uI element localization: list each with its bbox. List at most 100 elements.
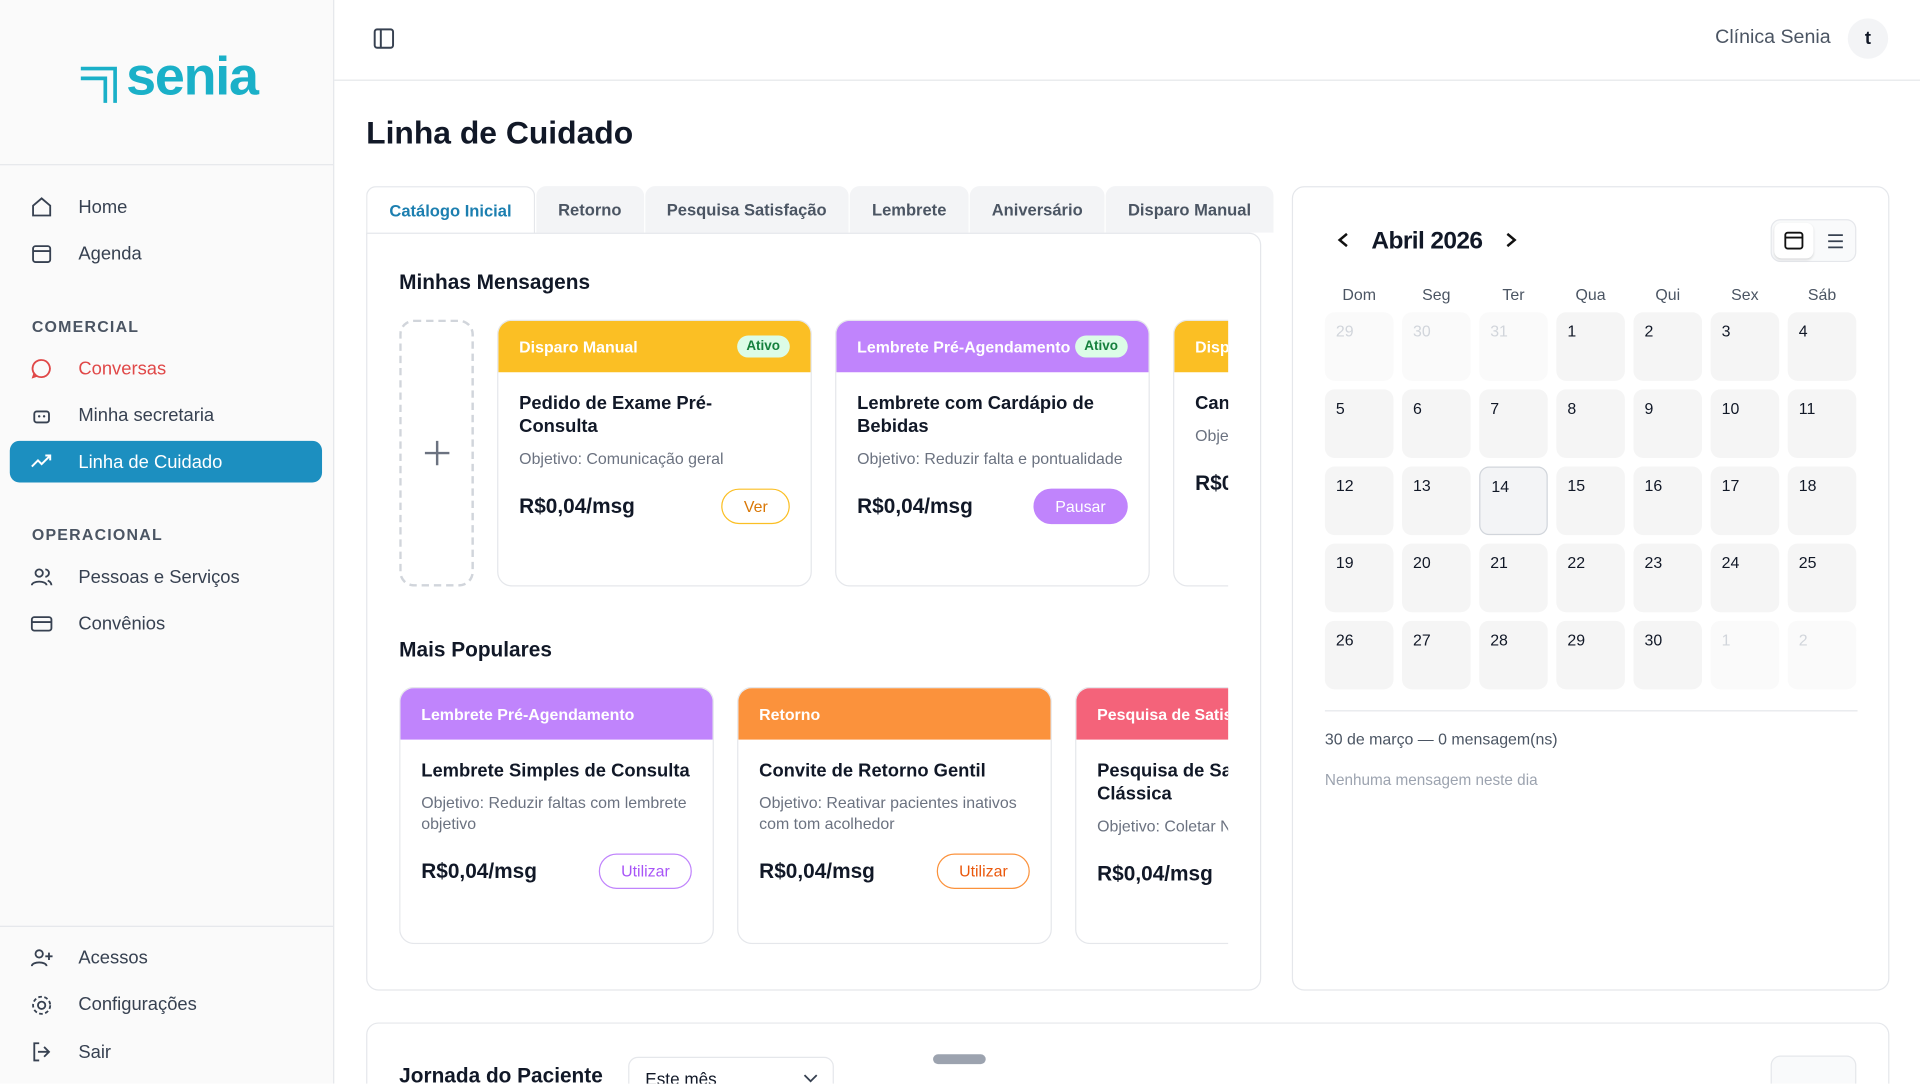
day-cell[interactable]: 6 [1402, 389, 1471, 458]
nav-label: Minha secretaria [78, 404, 215, 426]
selected-summary: 30 de março — 0 mensagem(ns) [1324, 729, 1558, 749]
next-month[interactable] [1504, 231, 1519, 248]
card-header: Lembrete Pré-Agendamento Ativo [836, 320, 1149, 373]
tab[interactable]: Aniversário [969, 186, 1105, 233]
day-cell[interactable]: 10 [1710, 389, 1780, 458]
card-action[interactable]: Pausar [1033, 488, 1128, 525]
card-price: R$0,04/msg [1097, 861, 1213, 885]
card-header: Retorno [738, 688, 1051, 740]
day-cell[interactable]: 14 [1479, 466, 1548, 536]
page-title: Linha de Cuidado [366, 113, 634, 151]
day-cell[interactable]: 16 [1633, 466, 1703, 536]
nav-item[interactable]: Sair [10, 1031, 322, 1073]
section-title: Minhas Mensagens [399, 270, 591, 294]
nav-item[interactable]: Configurações [10, 984, 322, 1026]
weekday: Sex [1731, 285, 1759, 304]
tab[interactable]: Retorno [536, 186, 644, 233]
divider [0, 164, 334, 166]
day-cell[interactable]: 29 [1324, 312, 1394, 381]
list-view[interactable] [1816, 223, 1853, 259]
day-cell[interactable]: 7 [1479, 389, 1548, 458]
nav-item[interactable]: Agenda [10, 233, 322, 275]
card-price: R$0,04/msg [421, 858, 537, 883]
add-message[interactable] [399, 319, 474, 587]
day-cell[interactable]: 18 [1787, 466, 1857, 536]
nav-item[interactable]: Linha de Cuidado [9, 440, 323, 483]
day-cell[interactable]: 1 [1556, 312, 1625, 381]
nav-item[interactable]: Conversas [10, 348, 322, 390]
day-cell[interactable]: 20 [1402, 543, 1471, 613]
tab[interactable]: Catálogo Inicial [366, 186, 535, 236]
logo-mark [80, 66, 117, 103]
day-cell[interactable]: 2 [1787, 620, 1857, 690]
my-messages: Disparo Manual Ativo Pedido de Exame Pré-C… [399, 319, 1229, 587]
card-title: Cancelamento de Consulta [1195, 393, 1229, 414]
card-objective: Objetivo: Coletar NPS de forma direta [1097, 816, 1228, 836]
day-cell[interactable]: 25 [1787, 543, 1857, 613]
section-label: COMERCIAL [31, 317, 140, 336]
chart-toggle[interactable] [1770, 1055, 1857, 1084]
tab[interactable]: Pesquisa Satisfação [644, 186, 849, 233]
nav-item[interactable]: Convênios [10, 602, 322, 644]
day-cell[interactable]: 27 [1402, 620, 1471, 690]
nav-item[interactable]: Minha secretaria [10, 394, 322, 436]
nav-item[interactable]: Acessos [10, 937, 322, 979]
card-title: Lembrete Simples de Consulta [421, 760, 690, 782]
nav-item[interactable]: Pessoas e Serviços [10, 556, 322, 598]
day-cell[interactable]: 29 [1556, 620, 1625, 690]
nav-label: Conversas [78, 358, 167, 379]
tab[interactable]: Lembrete [849, 186, 969, 233]
day-cell[interactable]: 22 [1556, 543, 1625, 613]
message-card: Disparo Manual Ativo Pedido de Exame Pré-C… [497, 319, 812, 587]
card-action[interactable]: Utilizar [599, 853, 692, 889]
card-objective: Objetivo: Comunicação geral [519, 449, 724, 468]
day-cell[interactable]: 8 [1556, 389, 1625, 458]
day-cell[interactable]: 30 [1402, 312, 1471, 381]
day-cell[interactable]: 9 [1633, 389, 1703, 458]
day-cell[interactable]: 31 [1479, 312, 1548, 381]
card-category: Disparo Manual [519, 337, 638, 356]
nav-label: Configurações [78, 994, 197, 1016]
day-cell[interactable]: 15 [1556, 466, 1625, 536]
day-cell[interactable]: 11 [1787, 389, 1857, 458]
top-bar: Clínica Senia t [334, 0, 1920, 81]
day-cell[interactable]: 21 [1479, 543, 1548, 613]
day-cell[interactable]: 23 [1633, 543, 1703, 613]
card-header: Lembrete Pré-Agendamento [400, 688, 713, 740]
day-cell[interactable]: 26 [1324, 620, 1394, 690]
prev-month[interactable] [1336, 231, 1351, 248]
journey-panel: Jornada do Paciente Este mês [366, 1022, 1890, 1084]
day-cell[interactable]: 24 [1710, 543, 1780, 613]
card-objective: Objetivo: Reduzir falta e pontualidade [857, 449, 1123, 468]
day-cell[interactable]: 1 [1710, 620, 1780, 690]
status-badge: Ativo [1074, 335, 1128, 358]
day-cell[interactable]: 30 [1633, 620, 1703, 690]
day-cell[interactable]: 19 [1324, 543, 1394, 613]
card-action[interactable]: Utilizar [937, 853, 1030, 889]
day-cell[interactable]: 5 [1324, 389, 1394, 458]
sidebar-toggle[interactable] [373, 28, 395, 49]
tab[interactable]: Disparo Manual [1105, 186, 1274, 233]
card-header: Pesquisa de Satisfação [1076, 688, 1229, 740]
avatar[interactable]: t [1847, 18, 1889, 59]
popular-messages: Lembrete Pré-Agendamento Lembrete Simples… [399, 686, 1229, 945]
nav-item[interactable]: Home [10, 186, 322, 228]
card-action[interactable]: Ver [721, 488, 790, 525]
day-cell[interactable]: 28 [1479, 620, 1548, 690]
weekday: Sáb [1807, 285, 1837, 304]
message-card: Lembrete Pré-Agendamento Ativo Lembrete co… [835, 319, 1150, 587]
message-card: Disparo ManualAtivoCancelamento de Consu… [1173, 319, 1229, 587]
period-select[interactable]: Este mês [628, 1056, 834, 1084]
day-cell[interactable]: 2 [1633, 312, 1703, 381]
day-cell[interactable]: 4 [1787, 312, 1857, 381]
day-cell[interactable]: 13 [1402, 466, 1471, 536]
day-cell[interactable]: 17 [1710, 466, 1780, 536]
card-body: Pesquisa de Satisfação Clássica Objetivo:… [1076, 740, 1228, 911]
calendar-view[interactable] [1774, 222, 1814, 259]
day-cell[interactable]: 12 [1324, 466, 1394, 536]
day-cell[interactable]: 3 [1710, 312, 1780, 381]
message-card: Retorno Convite de Retorno Gentil Objetivo… [737, 686, 1052, 945]
